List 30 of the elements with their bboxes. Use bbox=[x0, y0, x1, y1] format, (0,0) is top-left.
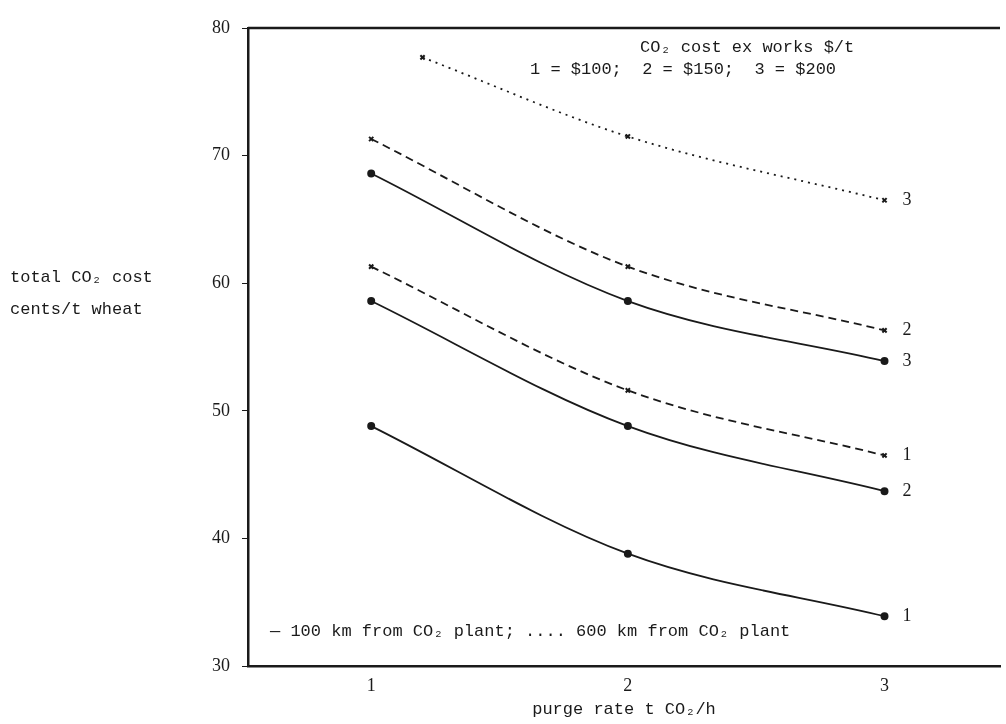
x-tick-label: 1 bbox=[366, 674, 376, 695]
point bbox=[880, 612, 889, 621]
y-tick-label: 50 bbox=[212, 399, 230, 420]
point bbox=[623, 297, 632, 306]
y-axis-title: total CO₂ cost cents/t wheat bbox=[10, 267, 154, 321]
point bbox=[368, 135, 375, 143]
series-label: 3 bbox=[902, 188, 912, 209]
point bbox=[367, 422, 376, 431]
point bbox=[623, 422, 632, 431]
y-tick-label: 70 bbox=[212, 144, 230, 165]
y-tick-label: 40 bbox=[212, 527, 230, 548]
series-label: 2 bbox=[902, 319, 912, 340]
x-tick-label: 2 bbox=[623, 674, 633, 695]
x-tick-label: 3 bbox=[880, 674, 890, 695]
point bbox=[880, 487, 889, 496]
y-tick-label: 30 bbox=[212, 654, 230, 675]
series-label: 3 bbox=[902, 349, 912, 370]
annotation: 1 = $100; 2 = $150; 3 = $200 bbox=[530, 60, 837, 79]
annotation: — 100 km from CO₂ plant; .... 600 km from CO₂ plant bbox=[270, 622, 791, 641]
y-tick-label: 60 bbox=[212, 271, 230, 292]
annotation: CO₂ cost ex works $/t bbox=[640, 38, 855, 57]
point bbox=[367, 297, 376, 306]
point bbox=[880, 357, 889, 366]
x-axis-title: purge rate t CO₂/h bbox=[532, 700, 716, 720]
series-label: 1 bbox=[902, 444, 912, 465]
point bbox=[623, 549, 632, 558]
y-tick-label: 80 bbox=[212, 16, 230, 37]
series-label: 1 bbox=[902, 604, 912, 625]
series-label: 2 bbox=[902, 479, 912, 500]
point bbox=[367, 169, 376, 178]
